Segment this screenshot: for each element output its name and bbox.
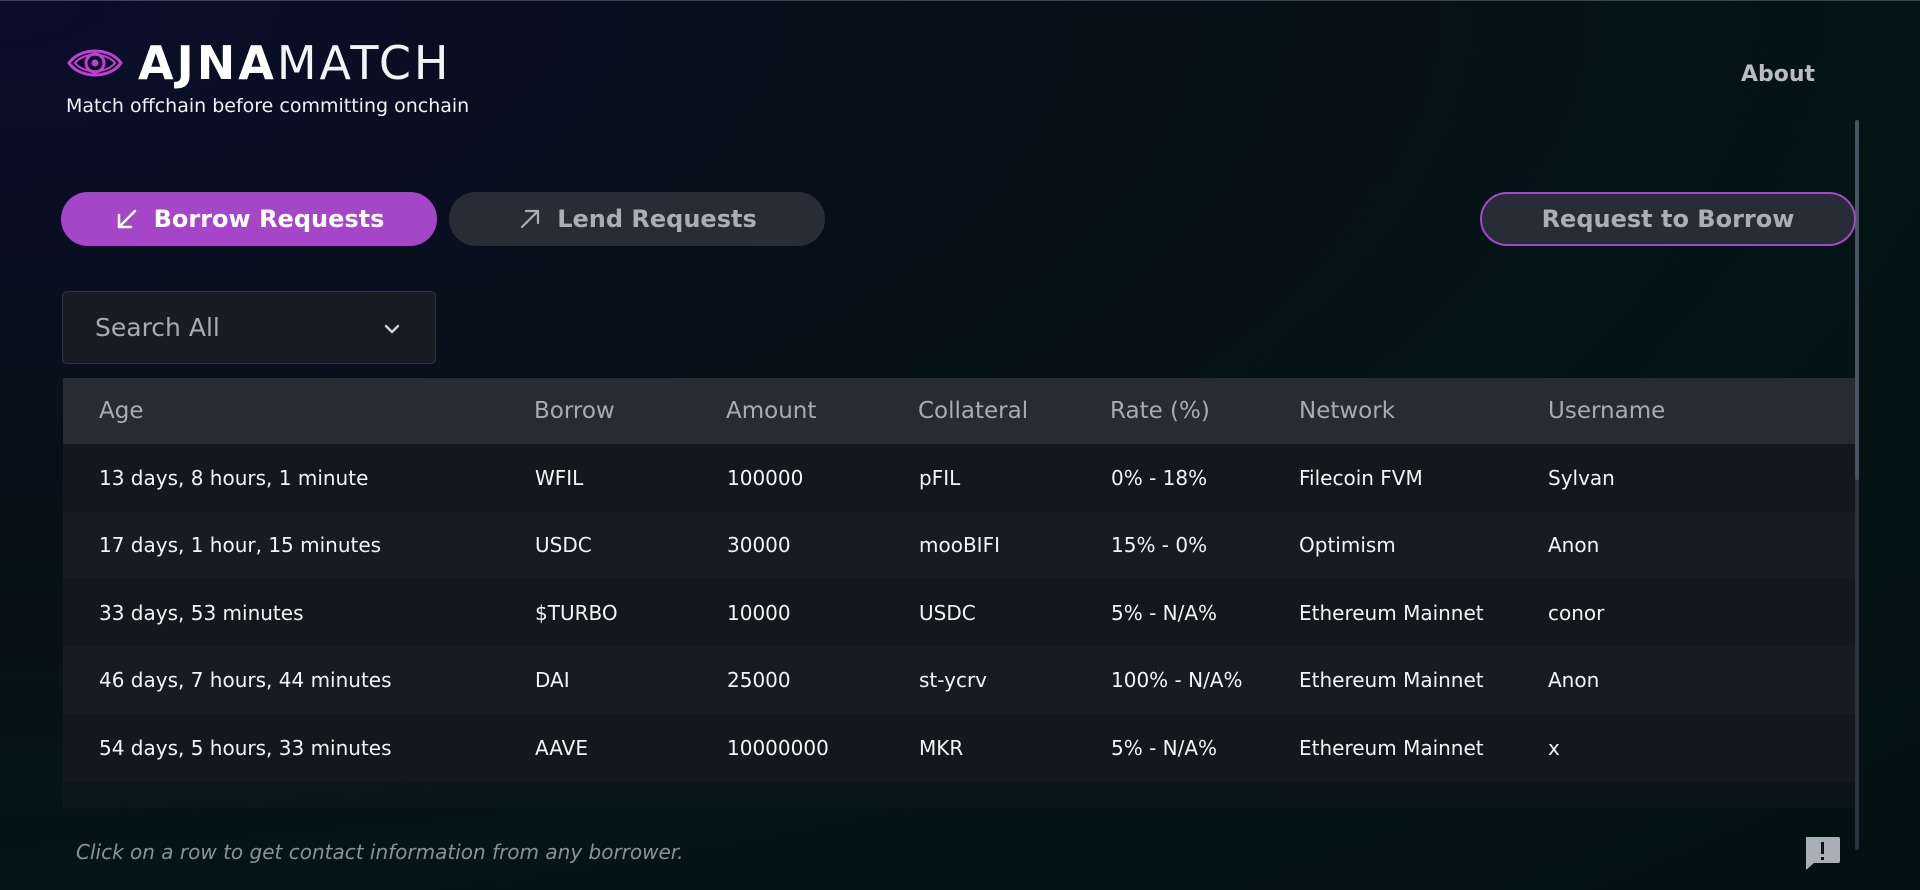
cell-age: 46 days, 7 hours, 44 minutes: [99, 668, 392, 693]
cell-amount: 30000: [727, 533, 791, 558]
cell-age: 13 days, 8 hours, 1 minute: [99, 465, 369, 490]
about-link[interactable]: About: [1741, 62, 1816, 87]
tagline: Match offchain before committing onchain: [66, 95, 470, 117]
cell-borrow: USDC: [535, 533, 592, 558]
page-scrollbar[interactable]: [1855, 120, 1859, 850]
arrow-down-left-icon: [117, 209, 136, 229]
cell-borrow: WFIL: [535, 465, 584, 490]
column-header-amount[interactable]: Amount: [726, 398, 817, 424]
cell-rate: 15% - 0%: [1111, 533, 1208, 558]
cell-username: Anon: [1548, 668, 1600, 693]
column-header-network[interactable]: Network: [1299, 398, 1396, 424]
cell-age: 17 days, 1 hour, 15 minutes: [99, 533, 382, 558]
search-select-label: Search All: [95, 313, 220, 342]
cell-amount: 10000: [727, 600, 791, 625]
cell-age: 54 days, 5 hours, 33 minutes: [99, 735, 392, 760]
cell-username: conor: [1548, 600, 1605, 625]
brand-name-light: MATCH: [276, 36, 452, 90]
scrollbar-thumb[interactable]: [1855, 120, 1859, 480]
cell-network: Ethereum Mainnet: [1299, 735, 1484, 760]
cell-collateral: MKR: [919, 735, 964, 760]
footer-hint: Click on a row to get contact informatio…: [76, 840, 684, 864]
search-select[interactable]: Search All: [62, 291, 436, 364]
cell-username: Sylvan: [1548, 465, 1615, 490]
column-header-username[interactable]: Username: [1548, 398, 1666, 424]
cell-username: Anon: [1548, 533, 1600, 558]
table-row[interactable]: 46 days, 7 hours, 44 minutes DAI 25000 s…: [63, 646, 1855, 714]
cell-rate: 100% - N/A%: [1111, 668, 1243, 693]
cell-amount: 100000: [727, 465, 804, 490]
table-row[interactable]: 13 days, 8 hours, 1 minute WFIL 100000 p…: [63, 444, 1855, 512]
tab-lend-label: Lend Requests: [557, 205, 757, 233]
tab-borrow-label: Borrow Requests: [153, 205, 385, 233]
cell-network: Optimism: [1299, 533, 1396, 558]
feedback-icon[interactable]: [1802, 834, 1842, 872]
column-header-borrow[interactable]: Borrow: [534, 398, 615, 424]
column-header-age[interactable]: Age: [99, 398, 144, 424]
table-row-partially-hidden[interactable]: [63, 781, 1855, 808]
cell-username: x: [1548, 735, 1560, 760]
table-row[interactable]: 33 days, 53 minutes $TURBO 10000 USDC 5%…: [63, 579, 1855, 647]
table-row[interactable]: 54 days, 5 hours, 33 minutes AAVE 100000…: [63, 714, 1855, 782]
brand-name-bold: AJNA: [138, 36, 277, 90]
request-to-borrow-button[interactable]: Request to Borrow: [1480, 192, 1856, 246]
cell-amount: 10000000: [727, 735, 829, 760]
cell-collateral: pFIL: [919, 465, 961, 490]
chevron-down-icon: [384, 324, 400, 334]
top-border: [0, 0, 1920, 1]
cell-borrow: AAVE: [535, 735, 588, 760]
table-row[interactable]: 17 days, 1 hour, 15 minutes USDC 30000 m…: [63, 511, 1855, 579]
cell-borrow: $TURBO: [535, 600, 618, 625]
column-header-collateral[interactable]: Collateral: [918, 398, 1029, 424]
cell-collateral: mooBIFI: [919, 533, 1000, 558]
brand-name: AJNAMATCH: [138, 40, 452, 86]
column-header-rate[interactable]: Rate (%): [1110, 398, 1210, 424]
brand-logo[interactable]: AJNAMATCH: [66, 40, 452, 86]
cell-age: 33 days, 53 minutes: [99, 600, 304, 625]
tab-borrow-requests[interactable]: Borrow Requests: [61, 192, 437, 246]
cell-collateral: st-ycrv: [919, 668, 988, 693]
cell-rate: 5% - N/A%: [1111, 600, 1218, 625]
cell-network: Ethereum Mainnet: [1299, 668, 1484, 693]
requests-table: Age Borrow Amount Collateral Rate (%) Ne…: [63, 378, 1855, 808]
cell-borrow: DAI: [535, 668, 570, 693]
arrow-up-right-icon: [521, 209, 540, 229]
tab-lend-requests[interactable]: Lend Requests: [449, 192, 825, 246]
cell-amount: 25000: [727, 668, 791, 693]
cell-network: Ethereum Mainnet: [1299, 600, 1484, 625]
cell-rate: 0% - 18%: [1111, 465, 1208, 490]
cell-network: Filecoin FVM: [1299, 465, 1423, 490]
cell-rate: 5% - N/A%: [1111, 735, 1218, 760]
table-header: Age Borrow Amount Collateral Rate (%) Ne…: [63, 378, 1855, 444]
cell-collateral: USDC: [919, 600, 976, 625]
eye-icon: [67, 49, 123, 77]
